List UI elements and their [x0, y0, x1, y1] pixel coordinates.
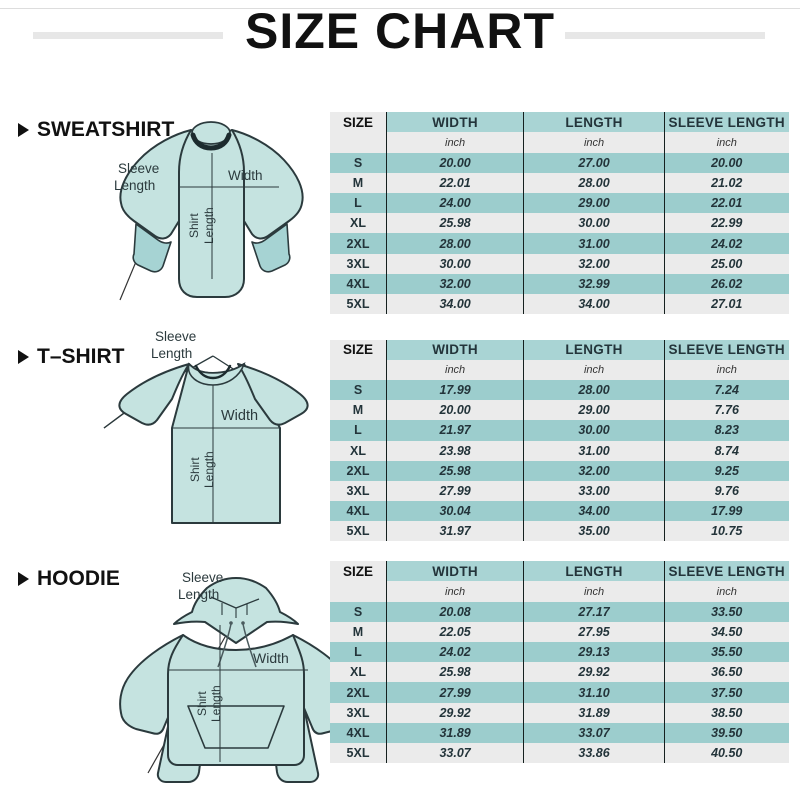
svg-text:Sleeve: Sleeve: [182, 570, 223, 585]
svg-text:Width: Width: [253, 650, 289, 666]
svg-text:Shirt: Shirt: [195, 691, 209, 716]
svg-text:Length: Length: [209, 685, 223, 722]
svg-text:Length: Length: [178, 587, 219, 602]
